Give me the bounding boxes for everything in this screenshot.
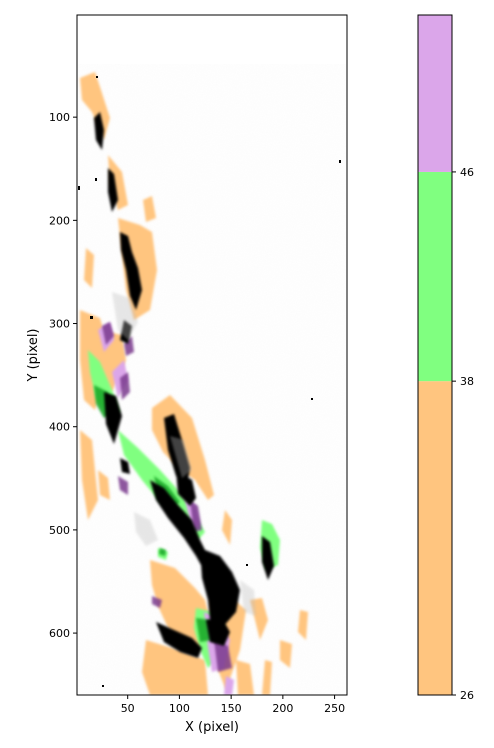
orange-region bbox=[280, 640, 292, 668]
purple-region bbox=[112, 360, 128, 398]
orange-region bbox=[262, 660, 272, 695]
purple-core bbox=[214, 640, 232, 672]
grayscale-haze bbox=[112, 292, 256, 616]
point-source bbox=[339, 160, 341, 163]
y-tick-label: 300 bbox=[49, 318, 70, 331]
orange-region bbox=[143, 196, 156, 222]
y-tick-label: 400 bbox=[49, 421, 70, 434]
colorbar: 26 38 46 bbox=[417, 14, 474, 702]
purple-core bbox=[124, 336, 134, 356]
x-axis-label: X (pixel) bbox=[185, 720, 239, 735]
orange-region bbox=[298, 610, 308, 640]
purple-core bbox=[102, 322, 114, 345]
orange-region bbox=[222, 510, 232, 545]
y-tick-label: 600 bbox=[49, 627, 70, 640]
x-tick-label: 100 bbox=[169, 702, 190, 715]
y-axis-label: Y (pixel) bbox=[26, 329, 41, 383]
orange-region bbox=[98, 470, 110, 500]
filament-segment bbox=[262, 536, 274, 580]
filament-segment bbox=[150, 480, 214, 574]
green-core bbox=[159, 548, 166, 556]
orange-region bbox=[142, 640, 208, 695]
purple-core bbox=[120, 372, 130, 400]
filament-segment bbox=[200, 548, 240, 628]
colorbar-tick-label: 38 bbox=[460, 375, 474, 388]
colorbar-segment bbox=[418, 15, 452, 172]
point-source bbox=[246, 564, 248, 566]
filament-segment bbox=[120, 458, 130, 474]
purple-core bbox=[118, 476, 128, 495]
haze bbox=[134, 512, 158, 546]
orange-region bbox=[108, 155, 128, 210]
x-tick-label: 50 bbox=[121, 702, 135, 715]
filament-segment bbox=[108, 168, 118, 212]
x-axis: 50 100 150 200 250 bbox=[121, 695, 345, 715]
filament-segment bbox=[156, 622, 202, 658]
overlay-dark-purple bbox=[102, 322, 232, 672]
filament-segment bbox=[120, 232, 142, 310]
point-source bbox=[311, 398, 313, 400]
x-tick-label: 250 bbox=[324, 702, 345, 715]
image-map bbox=[78, 64, 346, 695]
haze bbox=[170, 436, 192, 478]
orange-region bbox=[236, 660, 254, 695]
filament-segment bbox=[94, 112, 104, 150]
point-source bbox=[90, 316, 93, 319]
colorbar-tick-label: 26 bbox=[460, 689, 474, 702]
purple-core bbox=[152, 596, 162, 608]
filament-segment bbox=[206, 618, 230, 646]
y-tick-label: 200 bbox=[49, 214, 70, 227]
y-axis: 100 200 300 400 500 600 bbox=[49, 111, 77, 640]
point-source bbox=[78, 186, 80, 190]
haze bbox=[112, 292, 138, 340]
point-source bbox=[95, 178, 97, 181]
plot-frame bbox=[76, 14, 348, 696]
point-sources bbox=[78, 76, 341, 687]
y-tick-label: 100 bbox=[49, 111, 70, 124]
haze bbox=[240, 580, 256, 616]
y-tick-label: 500 bbox=[49, 524, 70, 537]
point-source bbox=[96, 76, 98, 78]
colorbar-segment bbox=[418, 171, 452, 382]
purple-region bbox=[224, 676, 234, 695]
orange-region bbox=[84, 248, 94, 288]
filament-segment bbox=[176, 470, 196, 506]
orange-region bbox=[80, 430, 98, 520]
colorbar-frame bbox=[417, 14, 453, 696]
orange-region bbox=[80, 72, 110, 140]
x-tick-label: 150 bbox=[221, 702, 242, 715]
colorbar-tick-label: 46 bbox=[460, 166, 474, 179]
colorbar-segment bbox=[418, 381, 452, 695]
point-source bbox=[102, 685, 104, 687]
filament-segment bbox=[104, 392, 122, 444]
x-tick-label: 200 bbox=[272, 702, 293, 715]
